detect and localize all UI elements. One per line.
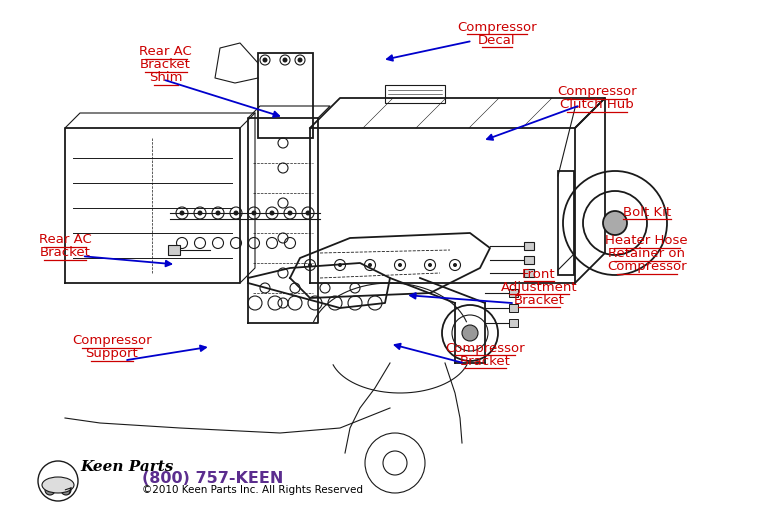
Circle shape: [453, 263, 457, 267]
Bar: [385, 85, 445, 103]
Bar: [509, 319, 518, 327]
Text: Retainer on: Retainer on: [608, 247, 685, 261]
Circle shape: [283, 57, 287, 63]
Circle shape: [398, 263, 402, 267]
Circle shape: [38, 461, 78, 501]
Bar: [168, 245, 180, 255]
Text: Bolt Kit: Bolt Kit: [623, 206, 671, 219]
Text: Compressor: Compressor: [457, 21, 537, 34]
Text: Compressor: Compressor: [557, 85, 637, 98]
Bar: [524, 256, 534, 264]
Text: Keen Parts: Keen Parts: [80, 460, 173, 474]
Bar: [509, 289, 518, 297]
Circle shape: [263, 57, 267, 63]
Text: Front: Front: [522, 268, 556, 281]
Bar: [524, 269, 534, 277]
Circle shape: [197, 210, 203, 215]
Text: Bracket: Bracket: [460, 355, 511, 368]
Bar: [509, 304, 518, 312]
Text: Decal: Decal: [478, 34, 515, 47]
Text: Bracket: Bracket: [140, 58, 191, 71]
Circle shape: [287, 210, 293, 215]
Circle shape: [270, 210, 274, 215]
Circle shape: [428, 263, 432, 267]
Text: Support: Support: [85, 347, 138, 360]
Circle shape: [216, 210, 220, 215]
Text: Compressor: Compressor: [607, 261, 687, 274]
Bar: [60, 38, 740, 478]
Circle shape: [45, 485, 55, 495]
Bar: [524, 242, 534, 250]
Text: Shim: Shim: [149, 71, 182, 84]
Circle shape: [308, 263, 312, 267]
Circle shape: [368, 263, 372, 267]
Text: (800) 757-KEEN: (800) 757-KEEN: [142, 471, 284, 486]
Text: Rear AC: Rear AC: [39, 233, 92, 246]
Circle shape: [233, 210, 239, 215]
Text: Rear AC: Rear AC: [139, 45, 192, 58]
Text: Compressor: Compressor: [72, 334, 152, 347]
Bar: [558, 171, 574, 275]
Text: Heater Hose: Heater Hose: [605, 234, 688, 247]
Circle shape: [338, 263, 342, 267]
Circle shape: [462, 325, 478, 341]
Text: ©2010 Keen Parts Inc. All Rights Reserved: ©2010 Keen Parts Inc. All Rights Reserve…: [142, 484, 363, 495]
Text: Compressor: Compressor: [445, 342, 525, 355]
Circle shape: [61, 485, 71, 495]
Text: Bracket: Bracket: [514, 294, 564, 307]
Circle shape: [297, 57, 303, 63]
Bar: [258, 53, 313, 138]
Text: Adjustment: Adjustment: [500, 281, 578, 294]
Text: Clutch Hub: Clutch Hub: [560, 98, 634, 111]
Circle shape: [306, 210, 310, 215]
Circle shape: [179, 210, 185, 215]
Ellipse shape: [42, 477, 74, 493]
Text: Bracket: Bracket: [40, 246, 91, 259]
Circle shape: [252, 210, 256, 215]
Circle shape: [603, 211, 627, 235]
